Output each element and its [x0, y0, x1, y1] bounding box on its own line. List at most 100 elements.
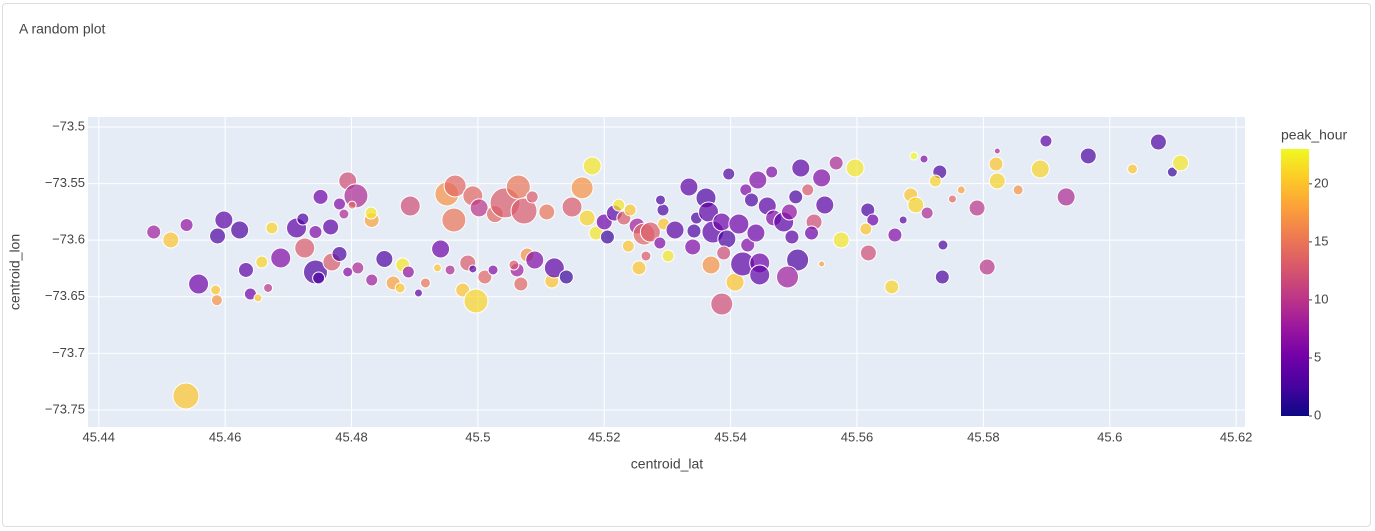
bubble	[413, 288, 423, 298]
bubble	[728, 213, 750, 235]
colorbar-tick-label: 20	[1314, 175, 1328, 190]
bubble	[919, 154, 929, 164]
bubble	[210, 294, 223, 307]
bubble	[443, 174, 467, 198]
bubble	[444, 264, 456, 276]
bubble	[513, 276, 529, 292]
bubble	[909, 151, 919, 161]
bubble	[749, 264, 771, 286]
bubble	[786, 248, 810, 272]
x-tick-label: 45.46	[209, 429, 242, 444]
bubble	[656, 203, 670, 217]
bubble	[988, 156, 1004, 172]
bubble	[312, 188, 329, 205]
bubble	[230, 220, 250, 240]
x-tick-label: 45.6	[1097, 429, 1122, 444]
bubble	[469, 198, 489, 218]
bubble	[631, 260, 647, 276]
bubble	[431, 239, 451, 259]
bubble	[934, 269, 950, 285]
bubble	[1079, 147, 1097, 165]
bubble	[748, 170, 768, 190]
bubble	[612, 198, 626, 212]
bubble	[338, 208, 350, 220]
plot-area	[88, 117, 1245, 427]
colorbar-title: peak_hour	[1281, 127, 1348, 143]
y-tick-label: −73.7	[52, 345, 85, 360]
bubble	[432, 263, 442, 273]
bubble	[859, 222, 873, 236]
bubble	[1166, 166, 1178, 178]
bubble	[146, 224, 162, 240]
bubble	[776, 265, 800, 289]
bubble	[582, 156, 602, 176]
bubble	[312, 271, 326, 285]
points	[146, 133, 1190, 410]
bubble	[866, 213, 880, 227]
bubble	[859, 244, 877, 262]
bubble	[375, 249, 394, 268]
bubble	[993, 147, 1001, 155]
bubble	[210, 284, 222, 296]
bubble	[342, 266, 354, 278]
bubble	[1012, 184, 1024, 196]
bubble	[487, 264, 499, 276]
bubble	[543, 257, 565, 279]
bubble	[684, 238, 702, 256]
x-tick-label: 45.56	[841, 429, 874, 444]
bubble	[654, 194, 666, 206]
bubble	[209, 227, 227, 245]
bubble	[270, 247, 292, 269]
bubble	[296, 212, 310, 226]
bubble	[765, 165, 779, 179]
bubble	[570, 176, 594, 200]
bubble	[640, 250, 652, 262]
y-tick-label: −73.75	[45, 401, 85, 416]
bubble	[578, 209, 596, 227]
bubble	[308, 225, 323, 240]
bubble	[237, 261, 254, 278]
bubble	[525, 190, 539, 204]
bubble	[179, 218, 194, 233]
bubble	[214, 210, 234, 230]
bubble	[538, 203, 556, 221]
bubble	[828, 155, 844, 171]
x-tick-label: 45.54	[714, 429, 747, 444]
bubble	[365, 273, 379, 287]
bubble	[791, 158, 811, 178]
bubble	[815, 195, 835, 215]
bubble	[394, 282, 406, 294]
bubble	[621, 239, 635, 253]
bubble	[818, 260, 826, 268]
bubble	[956, 185, 966, 195]
bubble	[928, 174, 942, 188]
bubble	[898, 215, 908, 225]
bubble	[265, 221, 279, 235]
bubble	[784, 229, 800, 245]
bubble	[686, 223, 702, 239]
x-tick-label: 45.44	[82, 429, 115, 444]
bubble	[332, 197, 346, 211]
bubble	[322, 218, 340, 236]
x-axis-title: centroid_lat	[631, 456, 703, 472]
bubble	[801, 183, 815, 197]
bubble	[716, 245, 732, 261]
bubble	[701, 255, 721, 275]
bubble	[845, 158, 865, 178]
bubble	[401, 265, 415, 279]
bubble	[937, 239, 949, 251]
colorbar-tick-label: 5	[1314, 349, 1321, 364]
bubble	[364, 206, 378, 220]
bubble	[788, 189, 804, 205]
bubble	[623, 203, 637, 217]
bubble	[661, 249, 675, 263]
bubble	[508, 259, 520, 271]
y-tick-label: −73.5	[52, 118, 85, 133]
bubble	[780, 203, 798, 221]
bubble	[441, 207, 467, 233]
bubble	[558, 269, 574, 285]
bubble	[253, 293, 263, 303]
y-axis-title: centroid_lon	[7, 234, 23, 310]
bubble	[1056, 187, 1076, 207]
